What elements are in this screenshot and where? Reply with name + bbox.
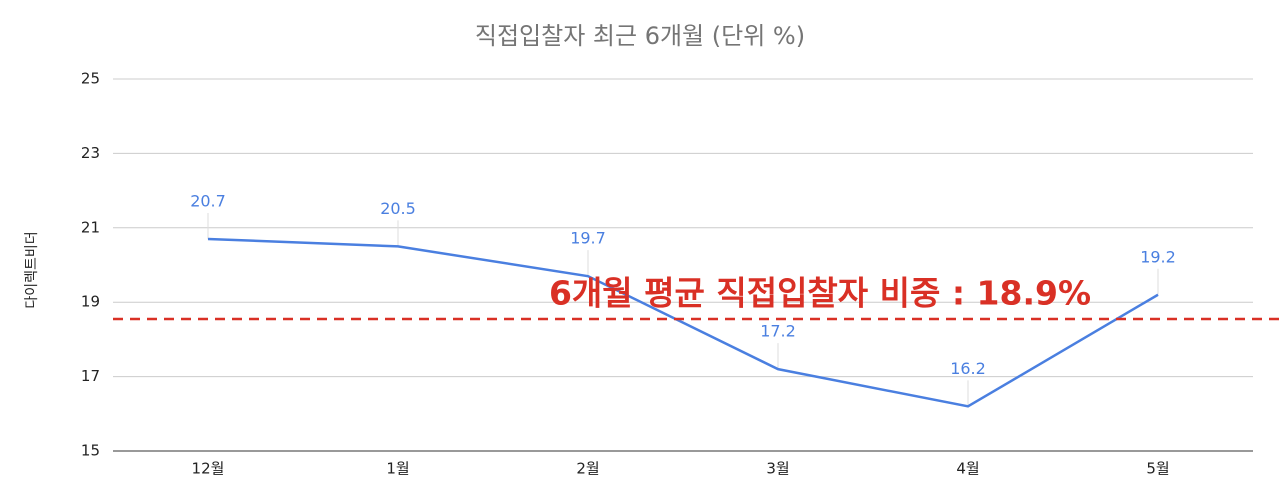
y-tick-label: 17	[81, 367, 100, 385]
y-tick-label: 23	[81, 144, 100, 162]
data-label: 20.5	[380, 199, 416, 218]
data-label: 20.7	[190, 191, 226, 210]
chart-title: 직접입찰자 최근 6개월 (단위 %)	[475, 22, 805, 50]
x-tick-label: 2월	[576, 460, 599, 478]
y-tick-label: 21	[81, 218, 100, 236]
data-label: 16.2	[950, 359, 986, 378]
reference-label: 6개월 평균 직접입찰자 비중 : 18.9%	[549, 273, 1091, 312]
x-tick-label: 4월	[956, 460, 979, 478]
x-tick-label: 3월	[766, 460, 789, 478]
y-tick-label: 15	[81, 442, 100, 460]
data-label: 17.2	[760, 322, 796, 341]
y-tick-label: 19	[81, 293, 100, 311]
x-tick-label: 5월	[1146, 460, 1169, 478]
y-tick-label: 25	[81, 70, 100, 88]
line-series	[207, 237, 1159, 408]
y-axis-label: 다이렉트비더	[24, 231, 40, 308]
x-tick-label: 1월	[386, 460, 409, 478]
data-label: 19.7	[570, 229, 606, 248]
x-tick-label: 12월	[192, 460, 225, 478]
data-label: 19.2	[1140, 247, 1176, 266]
